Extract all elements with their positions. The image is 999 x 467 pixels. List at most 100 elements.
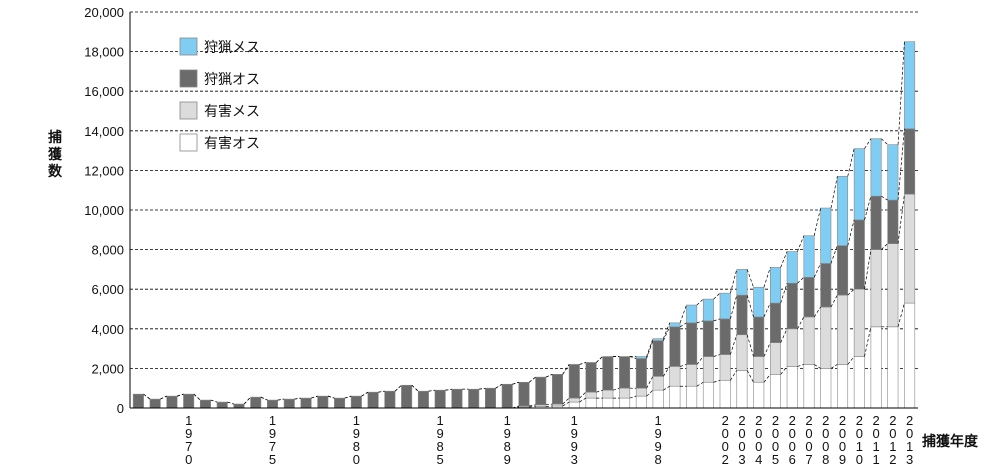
- connector-line: [746, 295, 754, 318]
- connector-line: [881, 243, 888, 250]
- legend-swatch: [179, 101, 198, 120]
- connector-line: [495, 383, 503, 389]
- connector-line: [327, 395, 335, 399]
- bar-segment-hunting-male: [451, 388, 463, 409]
- bar-segment-hunting-male: [468, 388, 480, 409]
- bar-segment-nuisance-male: [837, 364, 849, 409]
- connector-line: [696, 381, 704, 387]
- axes: [129, 12, 918, 409]
- connector-line: [864, 249, 872, 290]
- bar-segment-nuisance-female: [870, 249, 882, 328]
- bar-segment-hunting-male: [501, 383, 513, 409]
- connector-line: [763, 302, 771, 318]
- connector-line: [596, 389, 603, 393]
- bar-segment-nuisance-male: [769, 374, 781, 409]
- bar-segment-hunting-male: [484, 387, 496, 409]
- y-tick-label: 4,000: [91, 322, 124, 337]
- connector-line: [730, 334, 738, 355]
- bar-segment-hunting-male: [267, 399, 279, 409]
- bar-segment-hunting-female: [853, 148, 865, 221]
- bar-segment-nuisance-female: [887, 243, 899, 328]
- bar-segment-hunting-female: [803, 235, 815, 278]
- bar-segment-hunting-male: [233, 403, 245, 409]
- bar-segment-nuisance-male: [803, 364, 815, 409]
- connector-line: [897, 128, 905, 201]
- connector-line: [562, 364, 570, 375]
- bar-segment-hunting-male: [769, 302, 781, 343]
- connector-line: [529, 404, 536, 407]
- bar-segment-nuisance-male: [753, 381, 765, 409]
- connector-line: [679, 364, 687, 367]
- connector-line: [864, 326, 872, 357]
- bar-segment-hunting-male: [786, 282, 798, 330]
- bar-segment-nuisance-male: [585, 397, 597, 409]
- bar-segment-nuisance-male: [904, 302, 916, 409]
- legend-label: 有害メス: [204, 104, 260, 120]
- connector-line: [177, 393, 184, 397]
- connector-line: [864, 138, 872, 149]
- connector-line: [780, 283, 788, 304]
- bar-segment-nuisance-female: [786, 328, 798, 367]
- connector-line: [813, 207, 821, 236]
- connector-line: [579, 362, 586, 365]
- bar-segment-hunting-male: [635, 358, 647, 389]
- bar-segment-hunting-male: [283, 398, 295, 409]
- y-tick-label: 8,000: [91, 243, 124, 258]
- connector-line: [746, 269, 754, 288]
- bar-segment-hunting-male: [183, 393, 195, 409]
- connector-line: [696, 298, 704, 306]
- connector-line: [814, 364, 821, 369]
- y-tick-label: 10,000: [84, 203, 124, 218]
- bar-segment-nuisance-female: [904, 193, 916, 304]
- y-tick-label: 16,000: [84, 84, 124, 99]
- connector-line: [830, 245, 838, 264]
- bar-segment-hunting-female: [786, 251, 798, 284]
- bar-segment-nuisance-female: [769, 342, 781, 375]
- connector-line: [663, 385, 670, 391]
- bar-segment-nuisance-male: [820, 368, 832, 409]
- connector-line: [797, 235, 805, 252]
- bar-segment-nuisance-male: [635, 395, 647, 409]
- connector-line: [713, 318, 721, 322]
- connector-line: [679, 322, 687, 328]
- bar-segment-hunting-male: [853, 219, 865, 290]
- bar-segment-hunting-male: [719, 318, 731, 355]
- bar-segment-hunting-male: [518, 381, 530, 407]
- bar-segment-nuisance-male: [870, 326, 882, 409]
- bar-segment-nuisance-female: [686, 364, 698, 387]
- connector-line: [864, 196, 872, 220]
- connector-line: [646, 389, 654, 397]
- bar-segment-nuisance-female: [619, 387, 631, 399]
- bar-segment-hunting-female: [635, 356, 647, 359]
- y-tick-labels: 0 2,000 4,000 6,000 8,000 10,000 12,000 14,000 1…: [84, 5, 124, 416]
- bar-segment-hunting-male: [250, 396, 262, 409]
- bar-segment-nuisance-female: [837, 294, 849, 365]
- connector-line: [780, 366, 788, 375]
- bar-segment-hunting-male: [736, 294, 748, 336]
- bar-segment-hunting-male: [686, 322, 698, 365]
- connector-line: [746, 370, 754, 383]
- x-tick-labels: 1 9 7 0 1 9 7 5 1 9 8 0 1 9 8 5 1 9 8 9 1 9 9 3 1 9 9 8 2 0 0 2 2 0 0 3 2 0 0 4…: [185, 413, 913, 467]
- connector-line: [746, 334, 754, 357]
- connector-line: [428, 389, 436, 392]
- bar-segment-nuisance-male: [719, 379, 731, 409]
- connector-line: [646, 376, 654, 389]
- bar-segment-nuisance-female: [853, 288, 865, 357]
- legend-swatch: [179, 133, 198, 152]
- bar-segment-hunting-male: [652, 340, 664, 377]
- bar-segment-nuisance-male: [602, 397, 614, 409]
- bar-segment-hunting-male: [216, 401, 228, 409]
- connector-line: [847, 219, 855, 246]
- connector-line: [730, 269, 738, 294]
